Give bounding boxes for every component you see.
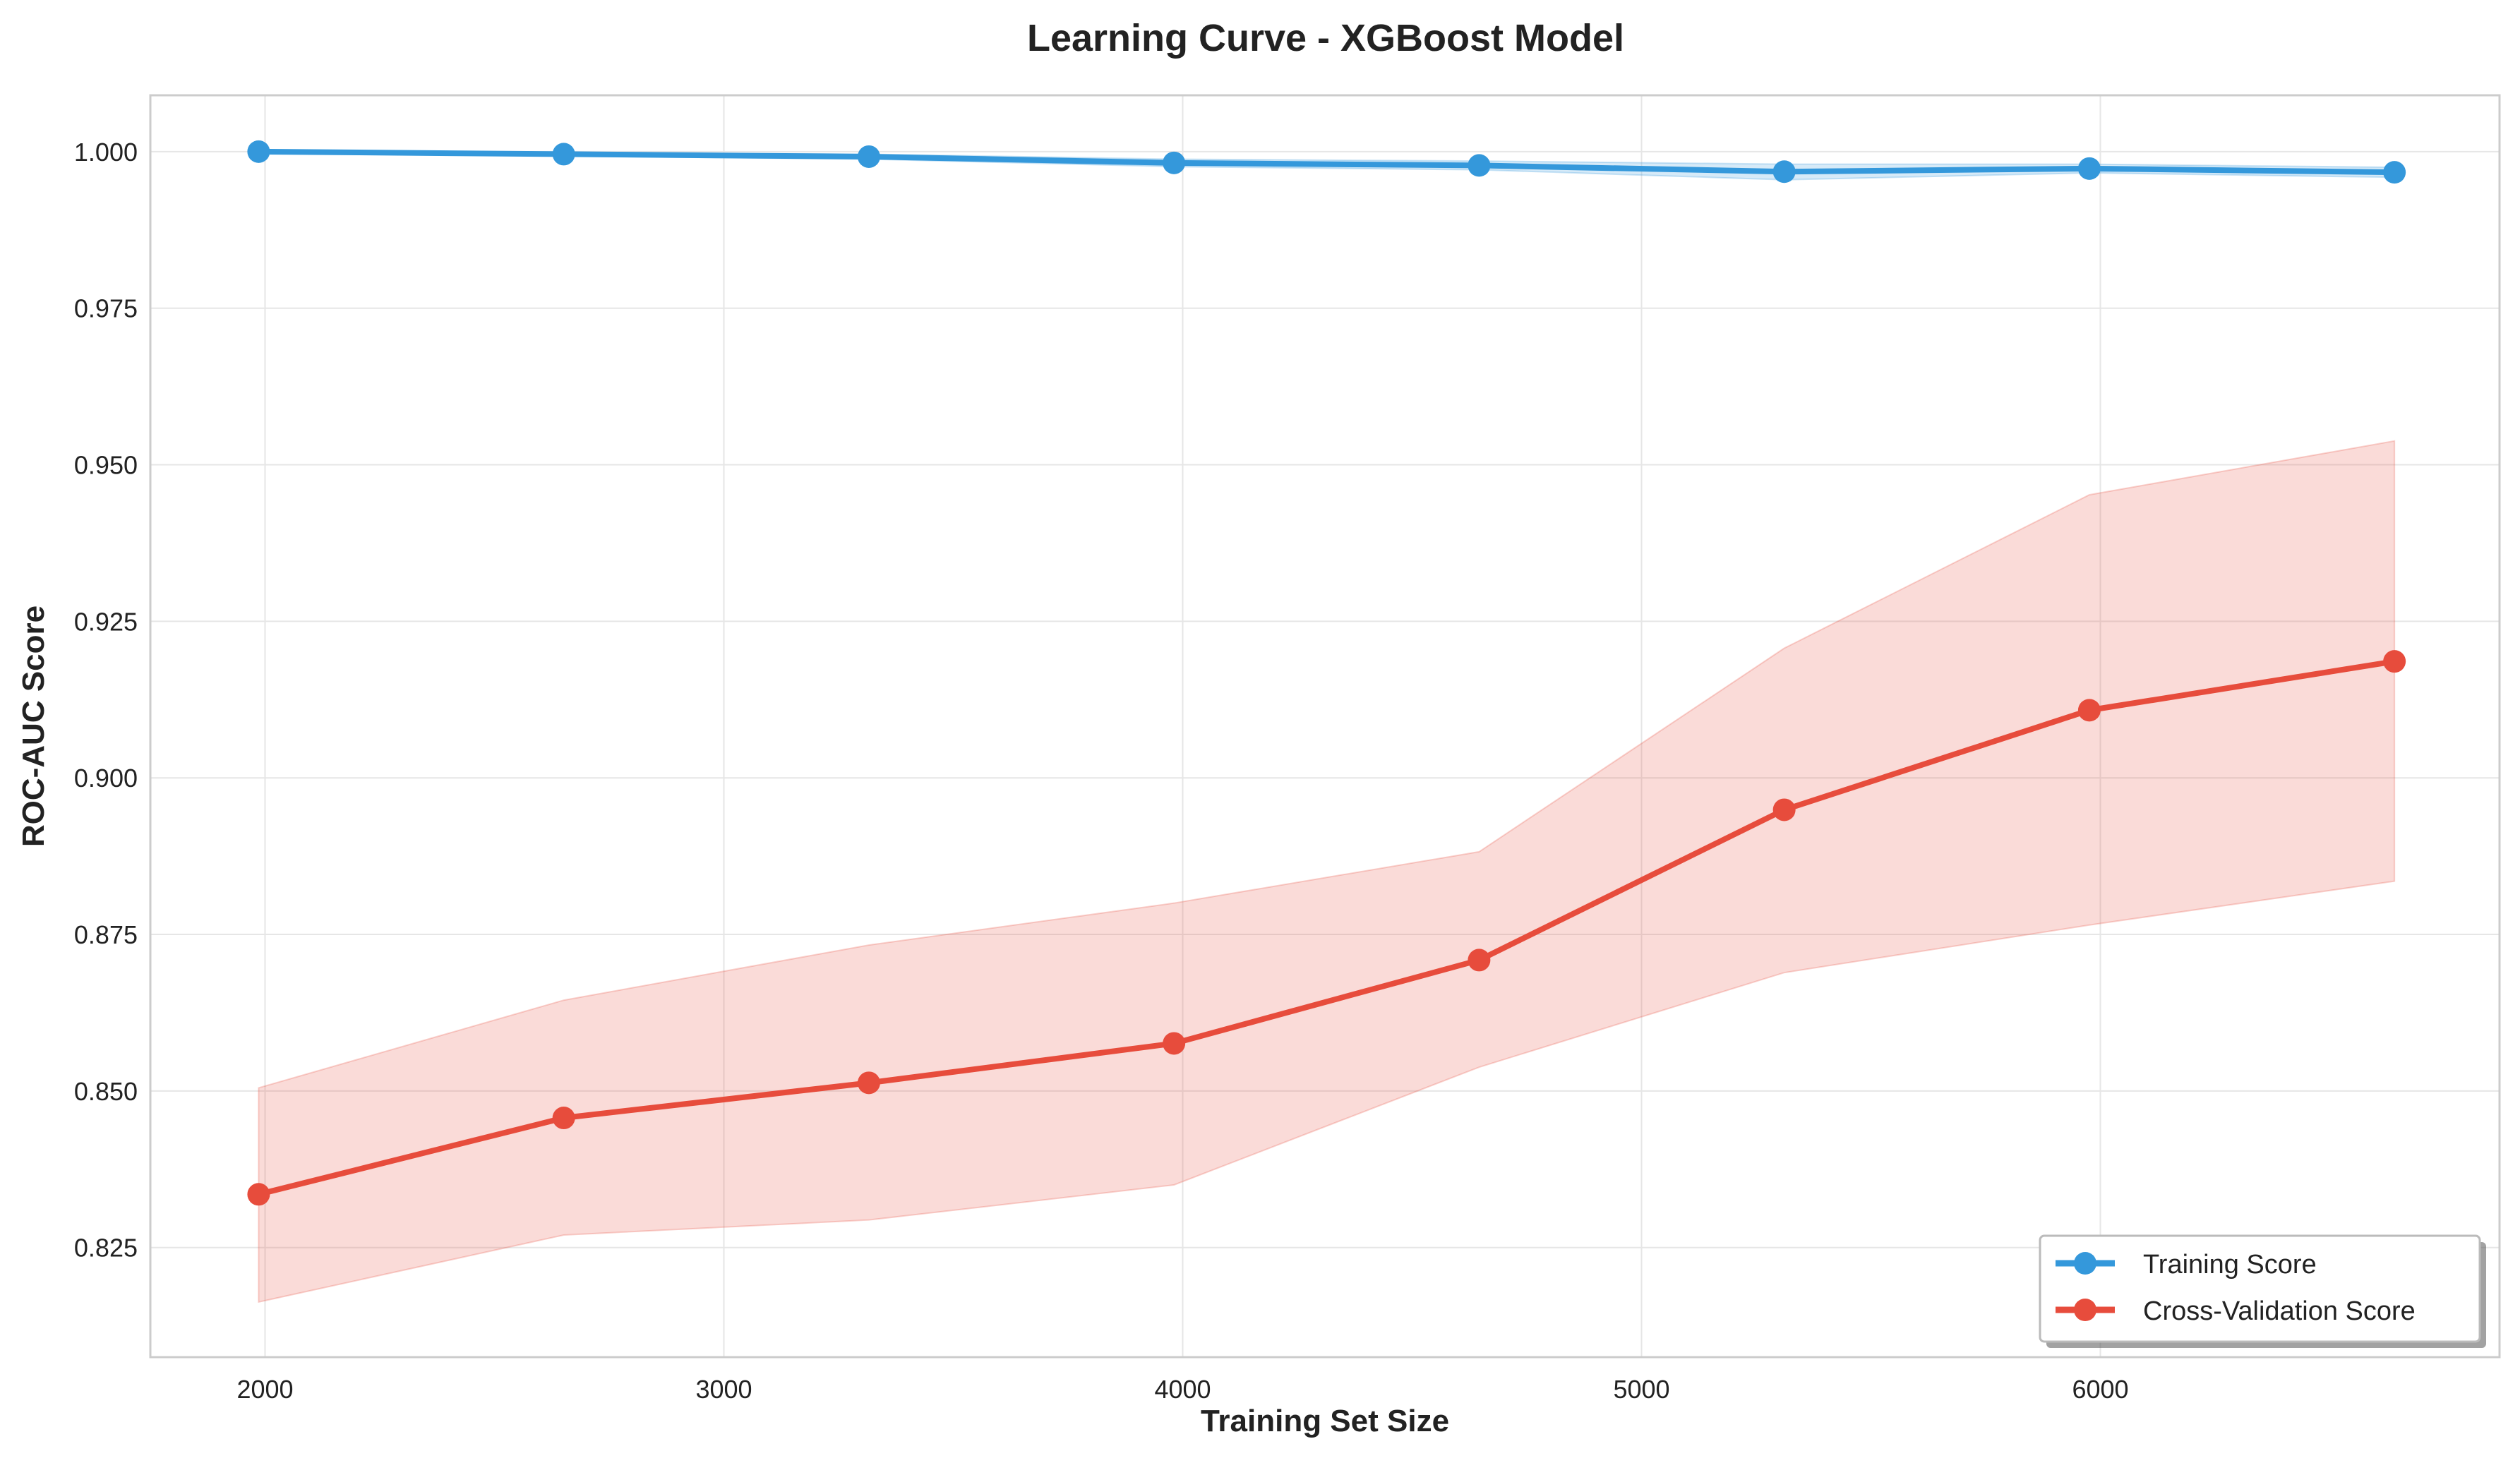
y-axis-label: ROC-AUC Score bbox=[16, 606, 51, 847]
y-tick-label: 0.925 bbox=[74, 607, 138, 636]
legend: Training Score Cross-Validation Score bbox=[2039, 1234, 2486, 1348]
data-point-0-1 bbox=[552, 143, 575, 166]
x-tick-label: 6000 bbox=[2072, 1375, 2128, 1404]
plot-frame bbox=[149, 94, 2501, 1359]
x-axis-label: Training Set Size bbox=[1201, 1404, 1449, 1438]
y-tick-label: 0.850 bbox=[74, 1077, 138, 1106]
data-point-0-2 bbox=[857, 145, 880, 168]
series-line-0 bbox=[256, 148, 2398, 176]
data-point-0-0 bbox=[247, 140, 270, 163]
y-tick-label: 1.000 bbox=[74, 138, 138, 167]
y-axis-ticks: 0.825 0.850 0.875 0.900 0.925 0.950 0.975 1.000 bbox=[74, 138, 138, 1263]
series-line-1 bbox=[256, 658, 2398, 1198]
series-markers bbox=[247, 140, 2406, 1206]
legend-marker-cv bbox=[2074, 1299, 2096, 1321]
data-point-1-1 bbox=[552, 1107, 575, 1130]
data-point-0-4 bbox=[1468, 154, 1491, 177]
y-tick-label: 0.950 bbox=[74, 451, 138, 480]
data-point-1-5 bbox=[1772, 798, 1796, 821]
data-point-0-6 bbox=[2077, 157, 2101, 180]
data-point-1-0 bbox=[247, 1183, 270, 1206]
legend-marker-training bbox=[2074, 1252, 2096, 1275]
data-point-1-7 bbox=[2383, 650, 2406, 673]
x-tick-label: 5000 bbox=[1613, 1375, 1669, 1404]
grid bbox=[150, 95, 2500, 1357]
confidence-band-1 bbox=[258, 440, 2396, 1304]
data-point-1-6 bbox=[2077, 699, 2101, 722]
data-point-1-2 bbox=[857, 1071, 880, 1095]
y-tick-label: 0.975 bbox=[74, 294, 138, 323]
legend-label-cv: Cross-Validation Score bbox=[2143, 1296, 2416, 1326]
data-point-0-3 bbox=[1163, 151, 1186, 174]
y-tick-label: 0.900 bbox=[74, 764, 138, 793]
data-point-0-7 bbox=[2383, 161, 2406, 184]
series-lines bbox=[256, 148, 2398, 1198]
plot-area bbox=[150, 95, 2500, 1357]
y-tick-label: 0.825 bbox=[74, 1234, 138, 1263]
data-point-1-3 bbox=[1163, 1032, 1186, 1055]
x-tick-label: 3000 bbox=[695, 1375, 752, 1404]
data-point-1-4 bbox=[1468, 949, 1491, 972]
x-tick-label: 2000 bbox=[236, 1375, 293, 1404]
legend-label-training: Training Score bbox=[2143, 1250, 2317, 1280]
data-point-0-5 bbox=[1772, 160, 1796, 183]
legend-box bbox=[2039, 1234, 2481, 1343]
chart-title: Learning Curve - XGBoost Model bbox=[1027, 17, 1624, 59]
x-tick-label: 4000 bbox=[1154, 1375, 1211, 1404]
x-axis-ticks: 2000 3000 4000 5000 6000 bbox=[236, 1375, 2128, 1404]
y-tick-label: 0.875 bbox=[74, 920, 138, 949]
